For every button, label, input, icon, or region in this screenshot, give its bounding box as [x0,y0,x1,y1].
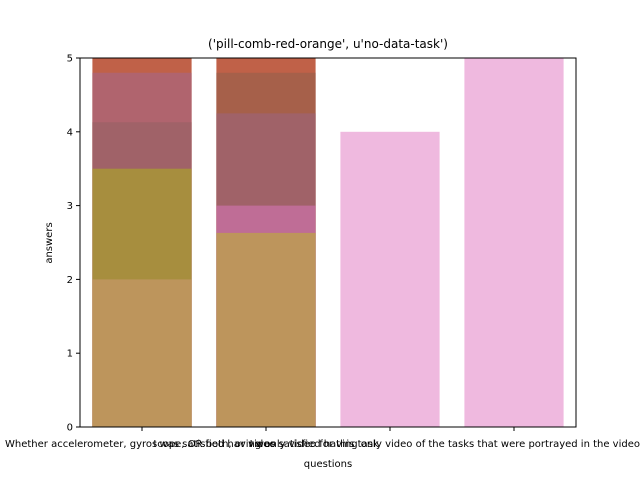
x-tick-label-overlap: I was satisfied having only video of the… [250,439,640,450]
axes-frame [79,57,577,428]
bar-1-9 [216,232,316,427]
bar-2-10 [340,131,440,428]
bar-0-4 [92,279,192,427]
bar-3-11 [464,58,564,427]
y-tick-label-3: 3 [67,201,73,212]
y-tick-label-5: 5 [67,54,73,65]
y-axis-label: answers [44,222,55,263]
chart-title: ('pill-comb-red-orange', u'no-data-task'… [208,37,448,51]
x-tick-label-0: Whether accelerometer, gyroscope, OR bot… [5,439,276,450]
x-tick-label-1: I was satisfied having only video for th… [153,439,379,450]
x-axis-label: questions [304,459,352,470]
y-tick-label-2: 2 [67,275,73,286]
y-tick-label-1: 1 [67,349,73,360]
plot-area: 0 1 2 3 4 5 Whether accelerometer, gyroscope, … [5,54,640,451]
y-tick-label-4: 4 [67,127,73,138]
y-tick-label-0: 0 [67,423,73,434]
